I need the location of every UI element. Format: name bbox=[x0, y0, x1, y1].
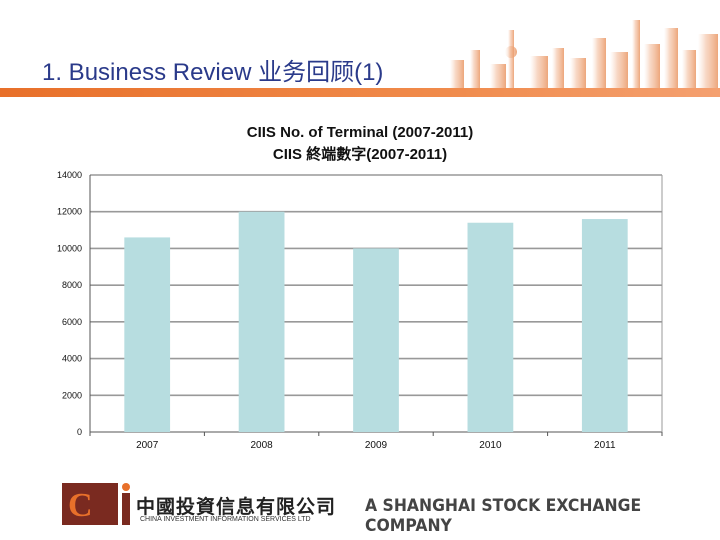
chart-subtitle: CIIS 終端數字(2007-2011) bbox=[272, 146, 448, 163]
company-tagline: A SHANGHAI STOCK EXCHANGE COMPANY bbox=[365, 496, 642, 536]
x-tick-label: 2011 bbox=[594, 440, 616, 451]
y-tick-label: 10000 bbox=[57, 243, 82, 253]
y-tick-label: 4000 bbox=[62, 354, 82, 364]
bar bbox=[353, 248, 399, 432]
skyline-decoration bbox=[450, 20, 718, 90]
company-name-cn: 中國投資信息有限公司 bbox=[136, 496, 337, 518]
y-tick-label: 12000 bbox=[57, 207, 82, 217]
y-tick-label: 6000 bbox=[62, 317, 82, 327]
x-tick-label: 2007 bbox=[136, 440, 159, 451]
company-name-en: CHINA INVESTMENT INFORMATION SERVICES LT… bbox=[140, 516, 311, 523]
company-logo: C bbox=[62, 483, 134, 525]
bar bbox=[238, 211, 285, 432]
chart-title: CIIS No. of Terminal (2007-2011) bbox=[246, 124, 474, 141]
x-tick-label: 2009 bbox=[365, 440, 388, 451]
x-tick-label: 2008 bbox=[250, 440, 273, 451]
y-tick-label: 14000 bbox=[57, 170, 82, 180]
page-title: 1. Business Review 业务回顾(1) bbox=[42, 59, 384, 86]
chart-title-block: CIIS No. of Terminal (2007-2011) CIIS 終端… bbox=[160, 122, 560, 166]
y-tick-label: 2000 bbox=[62, 390, 82, 400]
bar bbox=[581, 219, 628, 432]
ci-logo-icon: C bbox=[62, 483, 130, 525]
bar-chart: 0 2000 4000 6000 8000 10000 12000 14000 2007 2008… bbox=[57, 170, 663, 451]
y-tick-label: 0 bbox=[77, 427, 82, 437]
x-tick-label: 2010 bbox=[479, 440, 502, 451]
bar bbox=[467, 222, 514, 432]
header-accent-bar bbox=[0, 88, 720, 97]
svg-text:C: C bbox=[68, 487, 93, 524]
bar bbox=[124, 237, 171, 432]
y-tick-label: 8000 bbox=[62, 280, 82, 290]
